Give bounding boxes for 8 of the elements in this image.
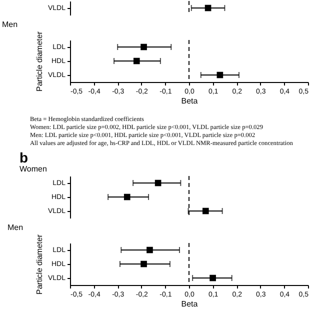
y-axis-title: Particle diameter xyxy=(34,234,44,295)
chart-title: Men xyxy=(7,222,24,232)
y-axis-title: Particle diameter xyxy=(34,31,44,92)
chart-subtitle: Women xyxy=(19,164,47,174)
chart-title: b xyxy=(19,150,28,166)
x-axis-title: Beta xyxy=(181,96,198,106)
x-axis-title: Beta xyxy=(181,300,198,308)
chart-title: Men xyxy=(2,20,18,29)
